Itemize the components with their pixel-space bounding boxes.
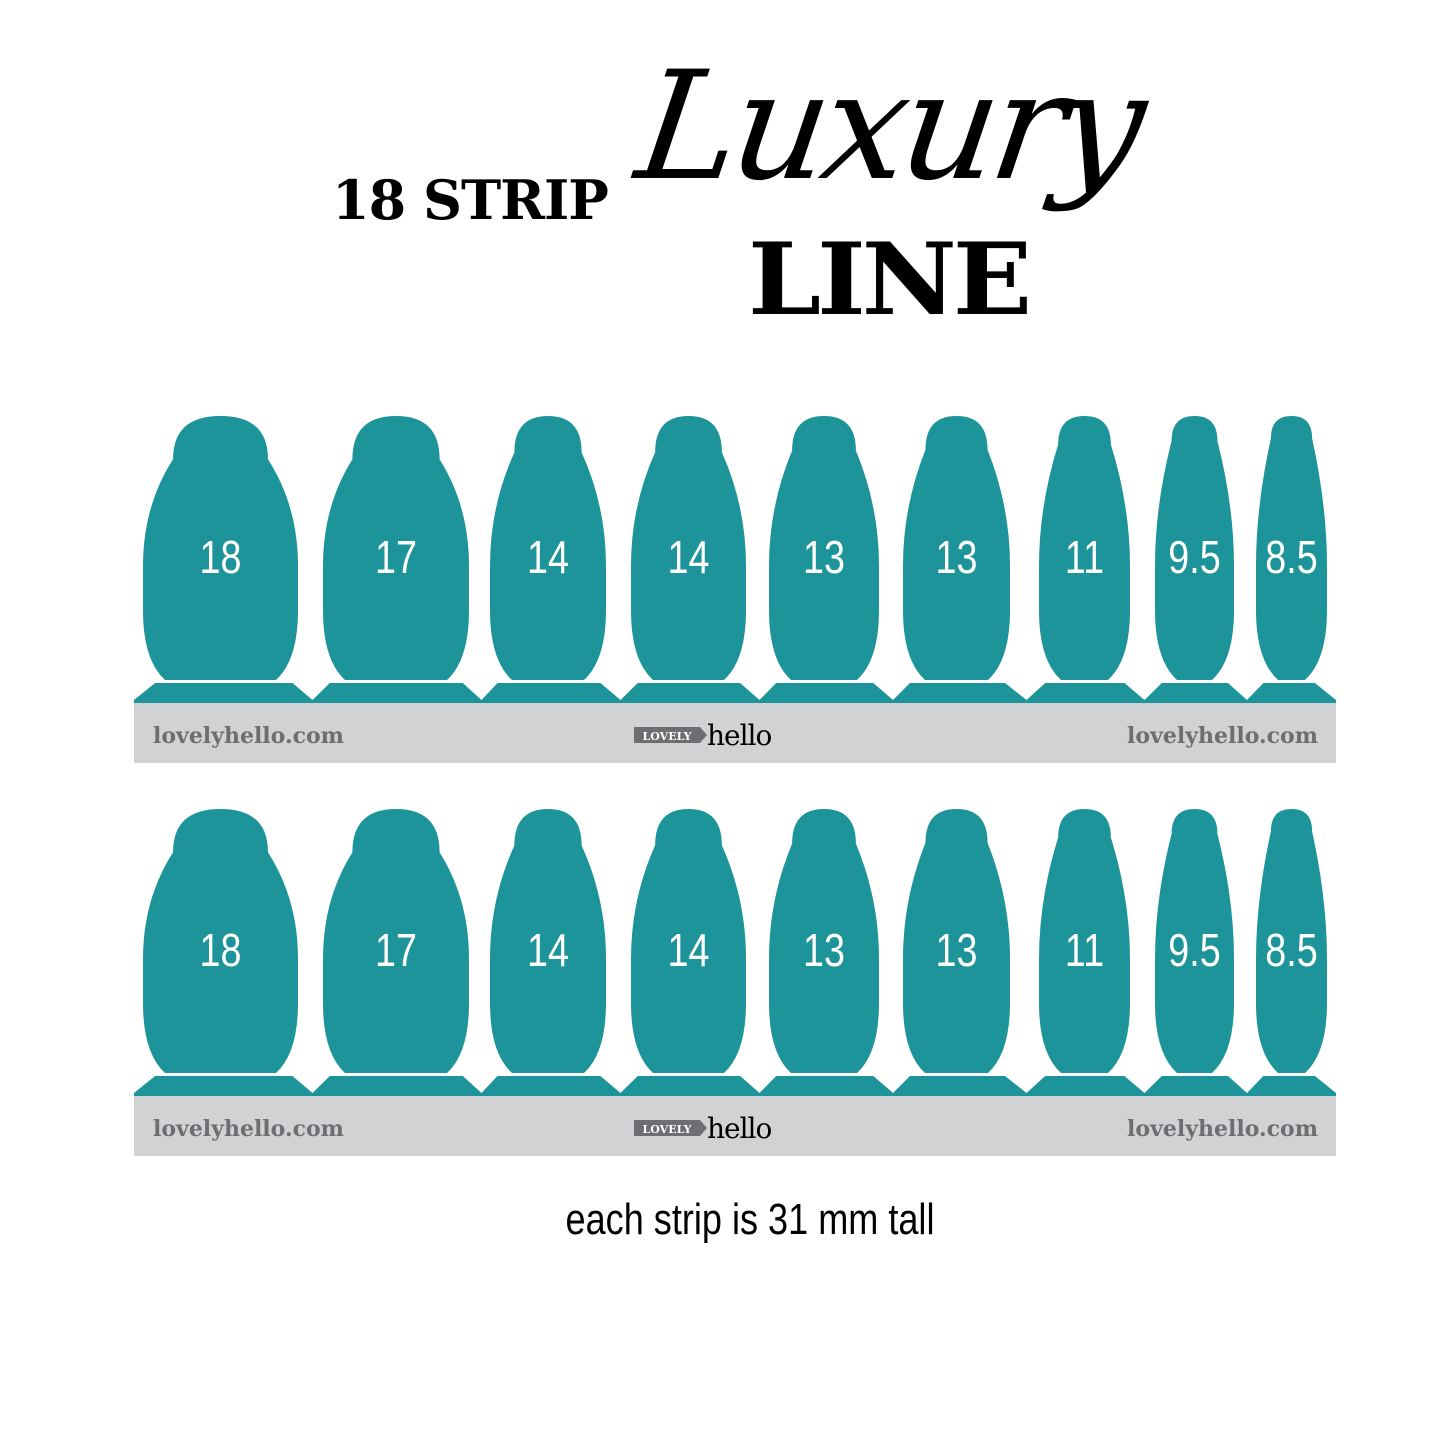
- nail-size-label: 13: [803, 924, 845, 975]
- strip-notch: [283, 1068, 338, 1093]
- nail-shape: [1155, 809, 1234, 1073]
- logo-word: hello: [707, 1112, 772, 1145]
- strip-notch: [591, 675, 646, 700]
- footer-band: [134, 703, 1336, 763]
- logo-tag-shape: [634, 1120, 707, 1136]
- nail-size-label: 14: [668, 531, 710, 582]
- strip-notch: [1219, 1068, 1271, 1093]
- nail-sheet: 18 17 14 14 13 13 11 9.5 8.5 lovelyhello.com lovel…: [134, 416, 1336, 763]
- strip-notch: [134, 675, 165, 700]
- caption: each strip is 31 mm tall: [565, 1195, 935, 1244]
- strip-notch: [454, 675, 505, 700]
- strip-notch: [1305, 675, 1336, 700]
- nail-shape: [1039, 809, 1130, 1073]
- nail-sheet: 18 17 14 14 13 13 11 9.5 8.5 lovelyhello.com lovel…: [134, 809, 1336, 1156]
- strip-notch: [1115, 675, 1170, 700]
- nail-shape: [143, 809, 298, 1073]
- strip-notch: [864, 1068, 918, 1093]
- footer-url-left: lovelyhello.com: [153, 723, 344, 749]
- strip-notch: [1305, 1068, 1336, 1093]
- strip-notch: [1115, 1068, 1170, 1093]
- title-prefix: 18 STRIP: [332, 168, 609, 232]
- lovelyhello-logo: LOVELY hello: [634, 719, 773, 752]
- nail-size-label: 13: [803, 531, 845, 582]
- nail-size-label: 9.5: [1168, 924, 1220, 975]
- strip-notch: [283, 675, 338, 700]
- logo-tag-text: LOVELY: [643, 1123, 692, 1136]
- nail-shape: [1155, 416, 1234, 680]
- title-suffix: LINE: [748, 221, 1032, 338]
- nail-shape: [1256, 809, 1327, 1073]
- footer-band: [134, 1096, 1336, 1156]
- strip-notch: [454, 1068, 505, 1093]
- nail-shape: [323, 809, 469, 1073]
- nail-shape: [903, 809, 1010, 1073]
- logo-tag-shape: [634, 727, 707, 743]
- strip-notch: [1219, 675, 1271, 700]
- logo-word: hello: [707, 719, 772, 752]
- nail-shape: [631, 416, 746, 680]
- strip-notch: [864, 675, 918, 700]
- nail-size-label: 14: [668, 924, 710, 975]
- nail-shape: [143, 416, 298, 680]
- footer-url-right: lovelyhello.com: [1127, 723, 1318, 749]
- strip-notch: [995, 1068, 1054, 1093]
- nail-size-label: 13: [936, 531, 978, 582]
- nail-size-label: 8.5: [1265, 924, 1317, 975]
- nail-shape: [1039, 416, 1130, 680]
- nail-size-label: 17: [375, 924, 417, 975]
- nail-size-label: 18: [200, 531, 242, 582]
- nail-size-label: 9.5: [1168, 531, 1220, 582]
- strip-notch: [731, 1068, 784, 1093]
- footer-url-right: lovelyhello.com: [1127, 1116, 1318, 1142]
- nail-shape: [490, 809, 606, 1073]
- strip-notch: [134, 1068, 165, 1093]
- nail-size-label: 18: [200, 924, 242, 975]
- nail-shape: [769, 809, 879, 1073]
- nail-shape: [490, 416, 606, 680]
- nail-shape: [323, 416, 469, 680]
- nail-shape: [903, 416, 1010, 680]
- logo-tag-text: LOVELY: [643, 730, 692, 743]
- nail-size-label: 8.5: [1265, 531, 1317, 582]
- nail-shape: [1256, 416, 1327, 680]
- footer-url-left: lovelyhello.com: [153, 1116, 344, 1142]
- strip-notch: [591, 1068, 646, 1093]
- nail-size-label: 14: [527, 924, 569, 975]
- nail-size-label: 11: [1065, 924, 1104, 975]
- nail-size-label: 14: [527, 531, 569, 582]
- nail-shape: [631, 809, 746, 1073]
- nail-shape: [769, 416, 879, 680]
- lovelyhello-logo: LOVELY hello: [634, 1112, 773, 1145]
- strip-notch: [731, 675, 784, 700]
- strip-notch: [995, 675, 1054, 700]
- nail-size-label: 13: [936, 924, 978, 975]
- nail-size-label: 17: [375, 531, 417, 582]
- nail-size-label: 11: [1065, 531, 1104, 582]
